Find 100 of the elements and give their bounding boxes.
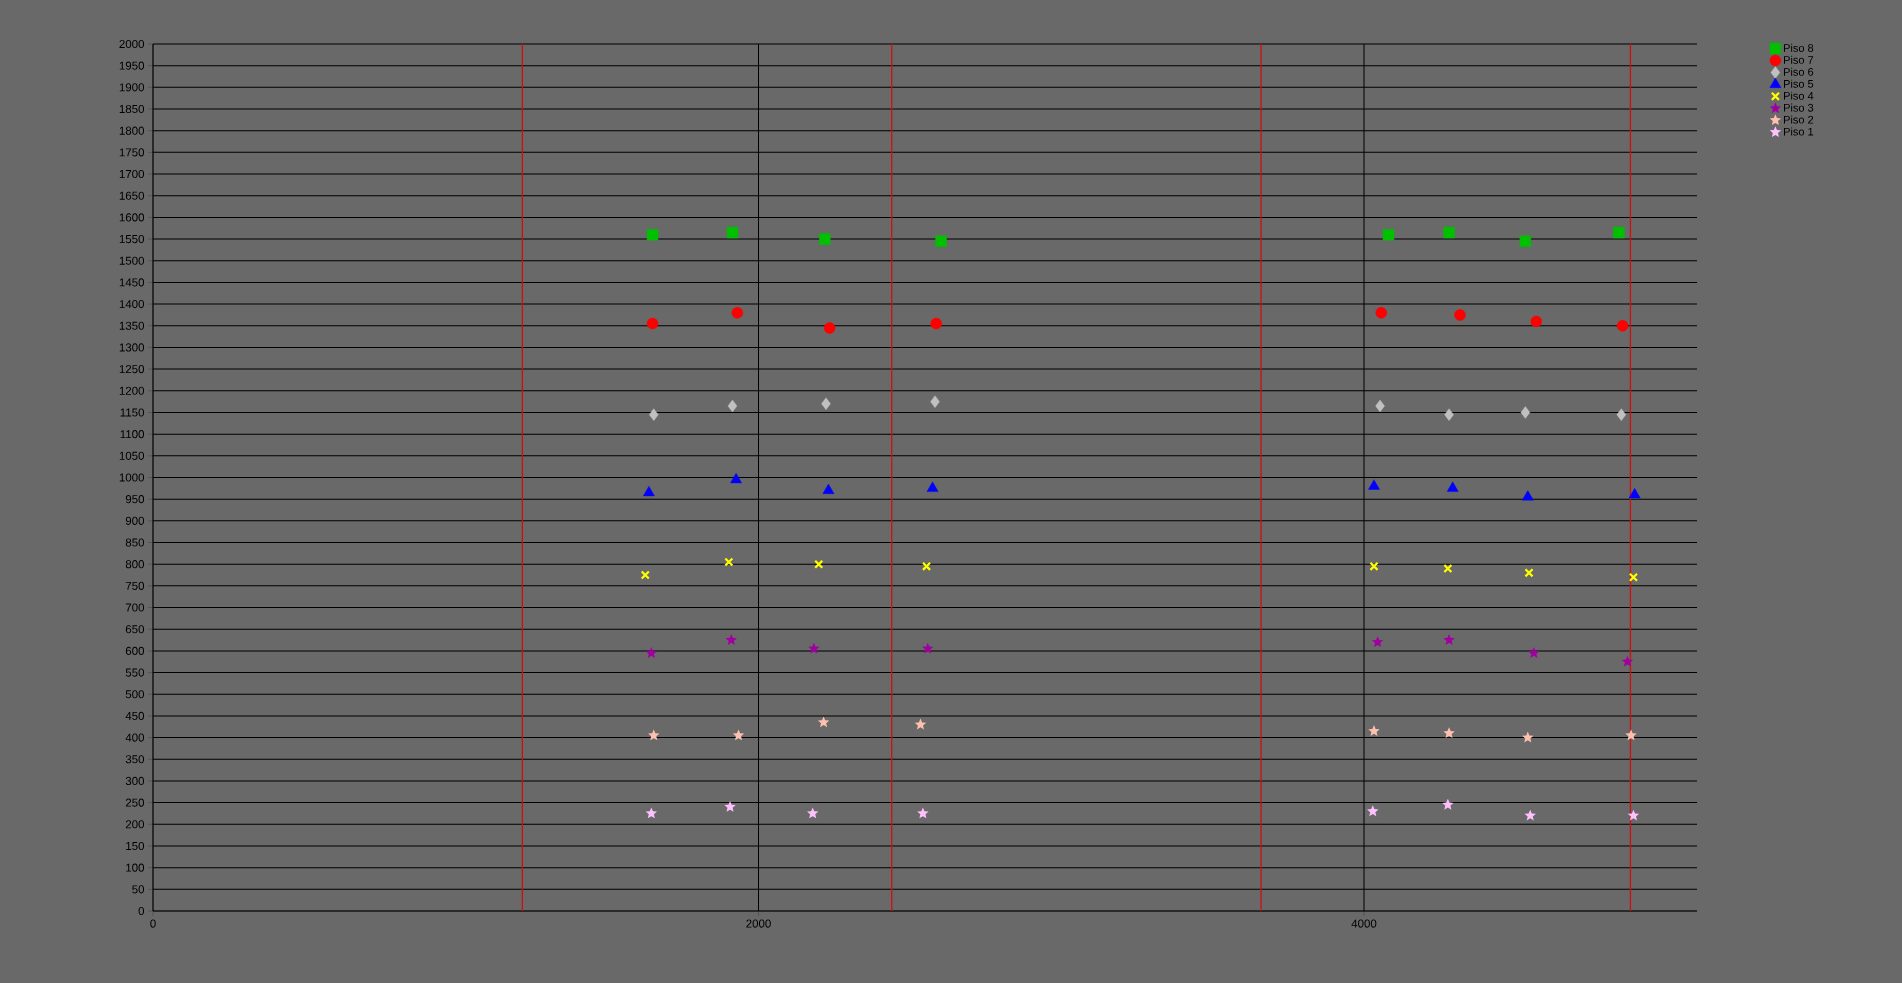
point xyxy=(1616,320,1629,332)
point xyxy=(646,317,659,330)
point xyxy=(643,485,655,497)
point xyxy=(922,642,934,654)
point xyxy=(724,557,734,567)
point xyxy=(1446,481,1459,492)
point xyxy=(1369,561,1379,571)
x-tick-label: 0 xyxy=(150,919,156,928)
point xyxy=(1621,655,1634,667)
point xyxy=(1442,798,1454,810)
y-tick-label: 450 xyxy=(125,711,145,720)
point xyxy=(1368,479,1380,490)
point xyxy=(817,716,830,728)
point xyxy=(806,807,819,819)
point xyxy=(1520,406,1531,419)
x-tick-label: 4000 xyxy=(1351,919,1377,928)
y-tick-label: 1650 xyxy=(119,191,145,200)
y-tick-label: 200 xyxy=(125,820,145,829)
point xyxy=(1627,809,1640,821)
point xyxy=(1368,725,1380,736)
point xyxy=(1519,235,1532,247)
point xyxy=(1524,809,1536,821)
y-tick-label: 350 xyxy=(125,755,145,764)
point xyxy=(935,235,947,247)
legend-label: Piso 3 xyxy=(1784,103,1814,112)
point xyxy=(725,634,737,645)
y-tick-label: 500 xyxy=(125,690,145,699)
point xyxy=(1371,636,1384,648)
point xyxy=(732,729,745,741)
point xyxy=(821,397,831,410)
point xyxy=(1375,399,1385,413)
y-tick-label: 1600 xyxy=(119,213,145,222)
point xyxy=(724,800,736,812)
point xyxy=(819,233,831,245)
y-tick-label: 550 xyxy=(125,668,145,677)
y-tick-label: 300 xyxy=(125,776,145,786)
legend-label: Piso 1 xyxy=(1784,127,1814,136)
point xyxy=(645,807,658,819)
y-tick-label: 1400 xyxy=(119,300,145,309)
point xyxy=(648,729,660,741)
legend-label: Piso 5 xyxy=(1784,79,1814,88)
y-tick-label: 600 xyxy=(125,646,145,655)
point xyxy=(823,322,836,334)
point xyxy=(1367,805,1379,817)
point xyxy=(1521,490,1534,501)
point xyxy=(917,807,929,819)
point xyxy=(1443,727,1455,739)
point xyxy=(1628,488,1641,499)
y-tick-label: 800 xyxy=(125,560,145,569)
y-tick-label: 0 xyxy=(138,906,145,916)
y-tick-label: 1500 xyxy=(119,256,145,265)
point xyxy=(1522,731,1534,743)
point xyxy=(726,226,739,239)
y-tick-label: 700 xyxy=(125,603,145,612)
y-tick-label: 150 xyxy=(126,841,145,851)
point xyxy=(1528,647,1540,658)
y-tick-label: 850 xyxy=(125,538,145,547)
y-tick-label: 1900 xyxy=(119,83,145,92)
point xyxy=(640,570,650,580)
point xyxy=(1443,563,1453,574)
point xyxy=(1613,226,1625,239)
point xyxy=(814,559,824,569)
point xyxy=(808,642,820,654)
point xyxy=(822,483,835,494)
point xyxy=(930,317,942,330)
point xyxy=(1628,572,1639,582)
legend-label: Piso 7 xyxy=(1784,55,1814,64)
point xyxy=(646,229,659,241)
point xyxy=(645,647,658,658)
y-tick-label: 50 xyxy=(132,885,145,894)
y-tick-label: 250 xyxy=(125,798,145,807)
y-tick-label: 1950 xyxy=(119,61,145,70)
y-tick-label: 1000 xyxy=(119,473,145,482)
y-tick-label: 1450 xyxy=(119,278,145,287)
y-tick-label: 1100 xyxy=(120,430,145,439)
point xyxy=(1616,408,1627,421)
y-tick-label: 950 xyxy=(125,495,145,504)
y-tick-label: 1250 xyxy=(119,365,145,374)
y-tick-label: 750 xyxy=(125,581,145,590)
point xyxy=(914,718,927,730)
legend-label: Piso 2 xyxy=(1784,115,1814,124)
point xyxy=(1444,408,1454,421)
point xyxy=(1382,229,1395,241)
point xyxy=(921,561,932,571)
point xyxy=(649,408,659,421)
y-tick-label: 1300 xyxy=(119,343,145,352)
y-tick-label: 1850 xyxy=(119,104,145,114)
legend-label: Piso 4 xyxy=(1784,91,1814,100)
y-tick-label: 650 xyxy=(125,625,145,634)
point xyxy=(930,395,940,408)
y-tick-label: 1700 xyxy=(119,169,145,179)
y-tick-label: 1150 xyxy=(120,408,145,417)
point xyxy=(926,481,939,492)
point xyxy=(1375,307,1387,319)
point xyxy=(731,307,744,319)
y-tick-label: 1800 xyxy=(119,126,145,135)
legend-label: Piso 8 xyxy=(1784,43,1814,52)
point xyxy=(1443,226,1455,239)
point xyxy=(1454,309,1466,321)
y-tick-label: 900 xyxy=(125,516,145,525)
